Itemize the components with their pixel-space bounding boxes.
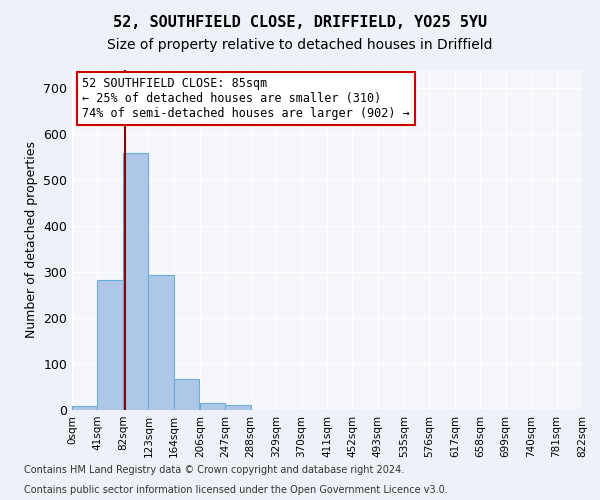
Text: Size of property relative to detached houses in Driffield: Size of property relative to detached ho… xyxy=(107,38,493,52)
Bar xyxy=(225,406,251,410)
Text: 52, SOUTHFIELD CLOSE, DRIFFIELD, YO25 5YU: 52, SOUTHFIELD CLOSE, DRIFFIELD, YO25 5Y… xyxy=(113,15,487,30)
Text: Contains public sector information licensed under the Open Government Licence v3: Contains public sector information licen… xyxy=(24,485,448,495)
Bar xyxy=(123,152,148,410)
Bar xyxy=(97,280,123,410)
Y-axis label: Number of detached properties: Number of detached properties xyxy=(25,142,38,338)
Bar xyxy=(200,403,225,410)
Text: Contains HM Land Registry data © Crown copyright and database right 2024.: Contains HM Land Registry data © Crown c… xyxy=(24,465,404,475)
Text: 52 SOUTHFIELD CLOSE: 85sqm
← 25% of detached houses are smaller (310)
74% of sem: 52 SOUTHFIELD CLOSE: 85sqm ← 25% of deta… xyxy=(82,77,410,120)
Bar xyxy=(174,379,199,410)
Bar xyxy=(72,406,97,410)
Bar xyxy=(148,276,174,410)
